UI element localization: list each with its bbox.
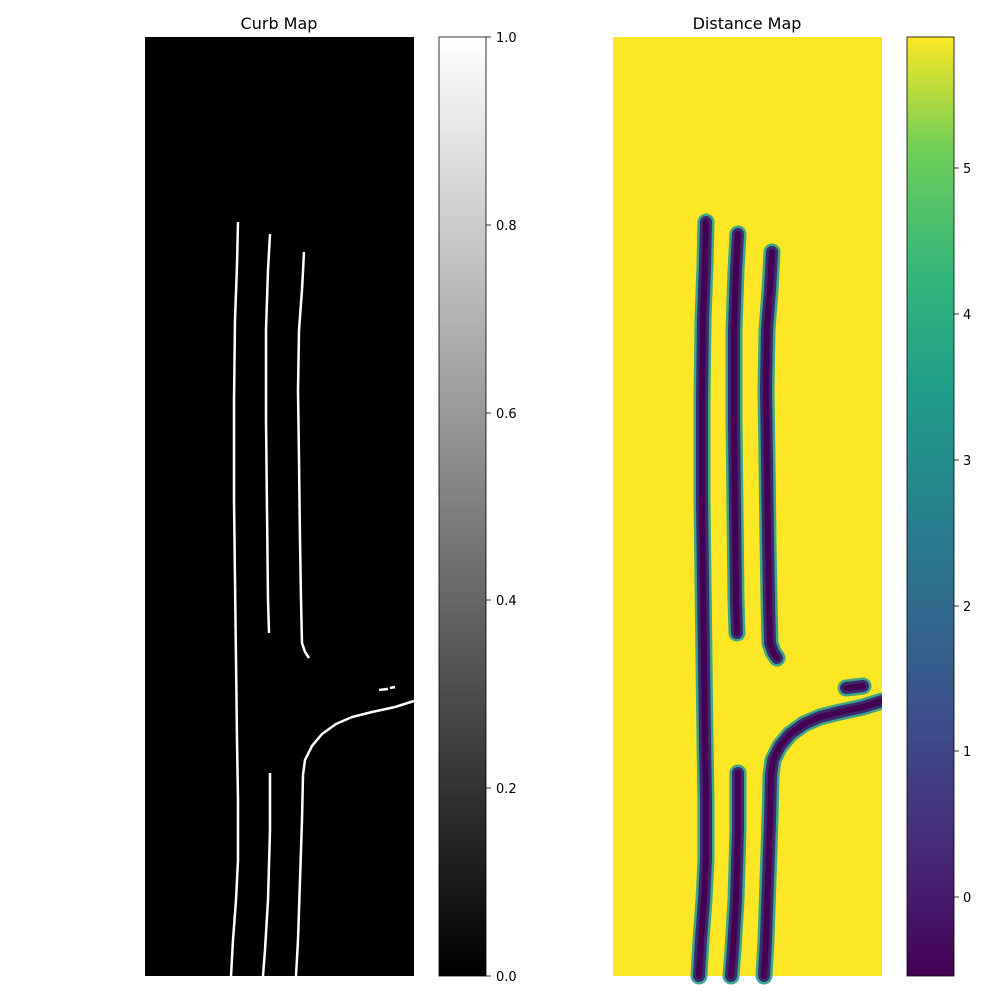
curb-map-curbs xyxy=(229,221,415,977)
curb-colorbar-tick-label: 0.0 xyxy=(496,970,517,985)
distance-map-colorbar-ticks xyxy=(954,167,959,898)
curb-fragment xyxy=(378,685,396,692)
distance-colorbar-tick-label: 0 xyxy=(963,891,971,906)
distance-colorbar-tick-label: 2 xyxy=(963,600,971,615)
curb-line-bend xyxy=(294,699,415,977)
distance-map-colorbar xyxy=(906,36,955,977)
curb-colorbar-tick-label: 1.0 xyxy=(496,31,517,46)
curb-map-image xyxy=(145,37,414,976)
distance-map-title: Distance Map xyxy=(693,14,802,33)
distance-map-bands-core xyxy=(696,219,885,979)
distance-map-image xyxy=(613,37,882,976)
curb-line-right-upper xyxy=(296,251,311,659)
curb-colorbar-tick-label: 0.6 xyxy=(496,407,517,422)
curb-line-middle-upper xyxy=(264,233,272,634)
distance-colorbar-tick-label: 4 xyxy=(963,308,971,323)
curb-map-colorbar xyxy=(438,36,487,977)
curb-map-title: Curb Map xyxy=(241,14,318,33)
curb-colorbar-tick-label: 0.2 xyxy=(496,782,517,797)
distance-colorbar-tick-label: 1 xyxy=(963,745,971,760)
curb-map-colorbar-ticks xyxy=(486,36,491,977)
curb-colorbar-tick-label: 0.4 xyxy=(496,594,517,609)
distance-colorbar-tick-label: 3 xyxy=(963,454,971,469)
curb-line-middle-lower xyxy=(261,773,272,977)
distance-colorbar-tick-label: 5 xyxy=(963,162,971,177)
curb-line-left xyxy=(229,221,240,977)
curb-colorbar-tick-label: 0.8 xyxy=(496,219,517,234)
